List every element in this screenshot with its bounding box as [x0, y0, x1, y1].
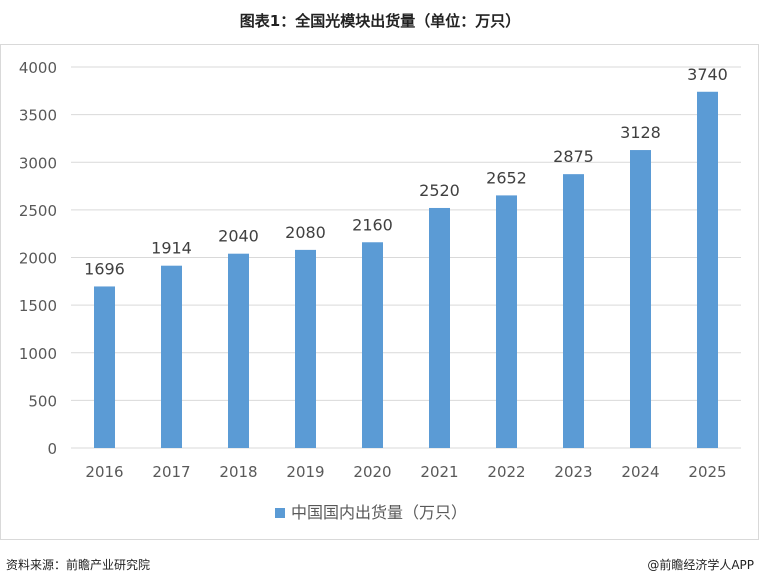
bar [697, 91, 718, 448]
data-label: 1696 [84, 259, 125, 278]
y-tick-label: 3000 [19, 154, 57, 172]
y-tick-label: 1500 [19, 297, 57, 315]
x-tick-label: 2017 [152, 463, 190, 481]
y-tick-label: 500 [28, 392, 57, 410]
x-tick-label: 2022 [487, 463, 525, 481]
chart-title: 图表1：全国光模块出货量（单位：万只） [239, 12, 521, 30]
brand-credit: @前瞻经济学人APP [647, 558, 754, 572]
data-label: 3740 [687, 65, 728, 84]
x-tick-label: 2019 [286, 463, 324, 481]
y-tick-label: 3500 [19, 107, 57, 125]
x-tick-label: 2025 [688, 463, 726, 481]
bar [228, 253, 249, 448]
data-label: 2080 [285, 223, 326, 242]
data-label: 2652 [486, 168, 527, 187]
x-tick-label: 2021 [420, 463, 458, 481]
legend-label: 中国国内出货量（万只） [291, 503, 467, 522]
data-label: 2875 [553, 147, 594, 166]
x-tick-label: 2016 [85, 463, 123, 481]
x-tick-label: 2020 [353, 463, 391, 481]
y-tick-label: 2500 [19, 202, 57, 220]
legend-swatch [275, 508, 285, 518]
data-label: 2160 [352, 215, 393, 234]
chart-frame: 0 500 1000 1500 2000 2500 3000 3500 4000 1696 2016… [0, 44, 759, 540]
bar [161, 265, 182, 448]
data-label: 2520 [419, 181, 460, 200]
y-tick-label: 1000 [19, 345, 57, 363]
bar [429, 207, 450, 448]
bar [295, 249, 316, 448]
y-tick-label: 2000 [19, 250, 57, 268]
source-note: 资料来源：前瞻产业研究院 [6, 558, 151, 572]
bar [362, 242, 383, 448]
bar [630, 150, 651, 449]
x-tick-label: 2024 [621, 463, 659, 481]
y-tick-label: 4000 [19, 59, 57, 77]
data-label: 3128 [620, 123, 661, 142]
y-tick-label: 0 [47, 440, 57, 458]
x-tick-label: 2018 [219, 463, 257, 481]
bar [94, 286, 115, 448]
bar [563, 174, 584, 448]
data-label: 1914 [151, 239, 192, 258]
data-label: 2040 [218, 227, 259, 246]
x-tick-label: 2023 [554, 463, 592, 481]
bar [496, 195, 517, 448]
bar-chart: 0 500 1000 1500 2000 2500 3000 3500 4000 1696 2016… [19, 59, 741, 522]
